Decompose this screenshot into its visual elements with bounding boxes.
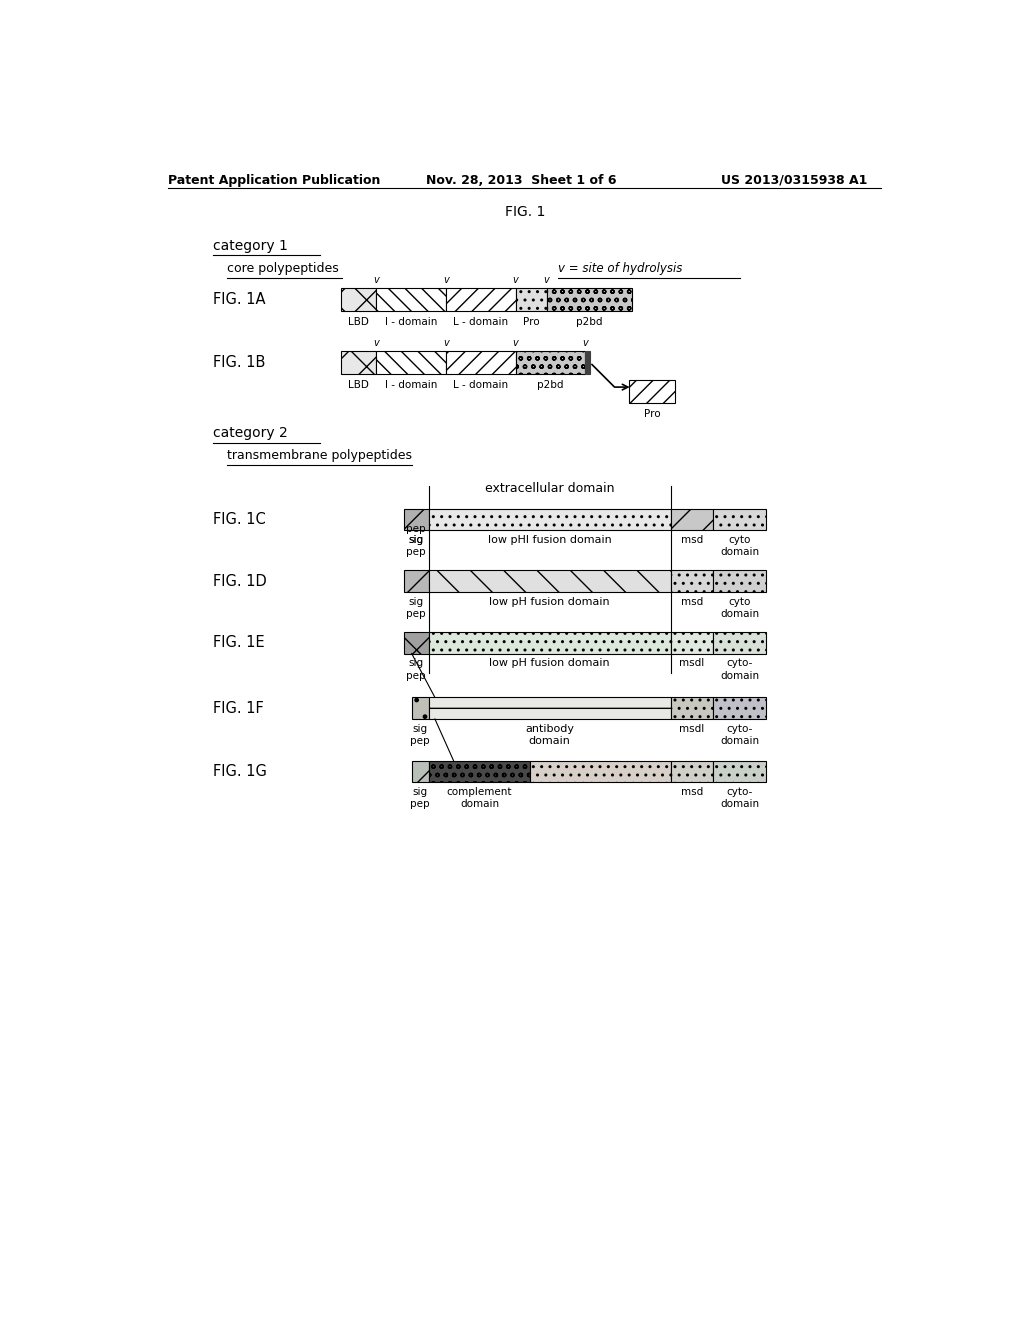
Text: I - domain: I - domain: [385, 380, 437, 391]
Bar: [629, 380, 675, 404]
Bar: [515, 351, 586, 374]
Text: transmembrane polypeptides: transmembrane polypeptides: [227, 450, 413, 462]
Text: cyto-
domain: cyto- domain: [720, 659, 759, 681]
Bar: [376, 351, 445, 374]
Text: category 1: category 1: [213, 239, 288, 253]
Bar: [429, 508, 671, 531]
Text: FIG. 1B: FIG. 1B: [213, 355, 265, 370]
Text: sig
pep: sig pep: [411, 787, 430, 809]
Text: sig
pep: sig pep: [407, 659, 426, 681]
Bar: [713, 760, 766, 781]
Text: LBD: LBD: [348, 380, 369, 391]
Bar: [586, 351, 590, 374]
Text: msd: msd: [681, 597, 702, 606]
Bar: [671, 760, 713, 781]
Bar: [713, 508, 766, 531]
Text: sig
pep: sig pep: [407, 597, 426, 619]
Bar: [530, 760, 671, 781]
Text: msdl: msdl: [679, 723, 705, 734]
Text: FIG. 1: FIG. 1: [505, 205, 545, 219]
Text: US 2013/0315938 A1: US 2013/0315938 A1: [721, 174, 867, 187]
Text: FIG. 1F: FIG. 1F: [213, 701, 264, 715]
Bar: [713, 697, 766, 719]
Text: Pro: Pro: [522, 317, 540, 327]
Text: FIG. 1G: FIG. 1G: [213, 764, 267, 779]
Bar: [713, 632, 766, 653]
Bar: [403, 570, 429, 591]
Bar: [671, 632, 713, 653]
Text: msdl: msdl: [679, 659, 705, 668]
Bar: [412, 760, 429, 781]
Text: v: v: [544, 275, 549, 285]
Bar: [445, 288, 515, 312]
Text: v: v: [583, 338, 588, 348]
Bar: [445, 351, 515, 374]
Text: cyto-
domain: cyto- domain: [720, 787, 759, 809]
Text: Nov. 28, 2013  Sheet 1 of 6: Nov. 28, 2013 Sheet 1 of 6: [426, 174, 616, 187]
Text: sig
pep: sig pep: [411, 723, 430, 746]
Text: pep: pep: [407, 524, 426, 535]
Bar: [515, 288, 547, 312]
Bar: [671, 697, 713, 719]
Text: low pH fusion domain: low pH fusion domain: [489, 597, 610, 606]
Text: sig: sig: [409, 535, 424, 545]
Text: msd: msd: [681, 787, 702, 797]
Text: low pH fusion domain: low pH fusion domain: [489, 659, 610, 668]
Bar: [341, 288, 376, 312]
Text: core polypeptides: core polypeptides: [227, 263, 339, 276]
Text: v: v: [513, 338, 518, 348]
Text: L - domain: L - domain: [453, 317, 508, 327]
Text: FIG. 1D: FIG. 1D: [213, 574, 267, 589]
Bar: [671, 508, 713, 531]
Text: extracellular domain: extracellular domain: [484, 482, 614, 495]
Text: Pro: Pro: [644, 409, 660, 420]
Bar: [429, 570, 671, 591]
Text: Patent Application Publication: Patent Application Publication: [168, 174, 381, 187]
Text: category 2: category 2: [213, 426, 288, 441]
Bar: [376, 288, 445, 312]
Text: v: v: [442, 275, 449, 285]
Bar: [547, 288, 632, 312]
Text: v: v: [373, 275, 379, 285]
Text: I - domain: I - domain: [385, 317, 437, 327]
Text: v: v: [373, 338, 379, 348]
Text: v = site of hydrolysis: v = site of hydrolysis: [558, 263, 683, 276]
Text: complement
domain: complement domain: [446, 787, 512, 809]
Bar: [429, 632, 671, 653]
Text: v: v: [513, 275, 518, 285]
Bar: [429, 697, 671, 719]
Text: msd: msd: [681, 535, 702, 545]
Text: cyto
domain: cyto domain: [720, 535, 759, 557]
Bar: [341, 351, 376, 374]
Text: cyto-
domain: cyto- domain: [720, 723, 759, 746]
Bar: [412, 697, 429, 719]
Bar: [671, 570, 713, 591]
Text: antibody
domain: antibody domain: [525, 723, 574, 746]
Text: LBD: LBD: [348, 317, 369, 327]
Bar: [403, 632, 429, 653]
Bar: [429, 760, 530, 781]
Text: low pHl fusion domain: low pHl fusion domain: [487, 535, 611, 545]
Text: p2bd: p2bd: [538, 380, 563, 391]
Text: FIG. 1A: FIG. 1A: [213, 292, 266, 306]
Bar: [713, 570, 766, 591]
Text: v: v: [442, 338, 449, 348]
Text: FIG. 1E: FIG. 1E: [213, 635, 265, 651]
Text: cyto
domain: cyto domain: [720, 597, 759, 619]
Text: FIG. 1C: FIG. 1C: [213, 512, 266, 527]
Bar: [403, 508, 429, 531]
Text: sig
pep: sig pep: [407, 535, 426, 557]
Text: p2bd: p2bd: [575, 317, 602, 327]
Text: L - domain: L - domain: [453, 380, 508, 391]
